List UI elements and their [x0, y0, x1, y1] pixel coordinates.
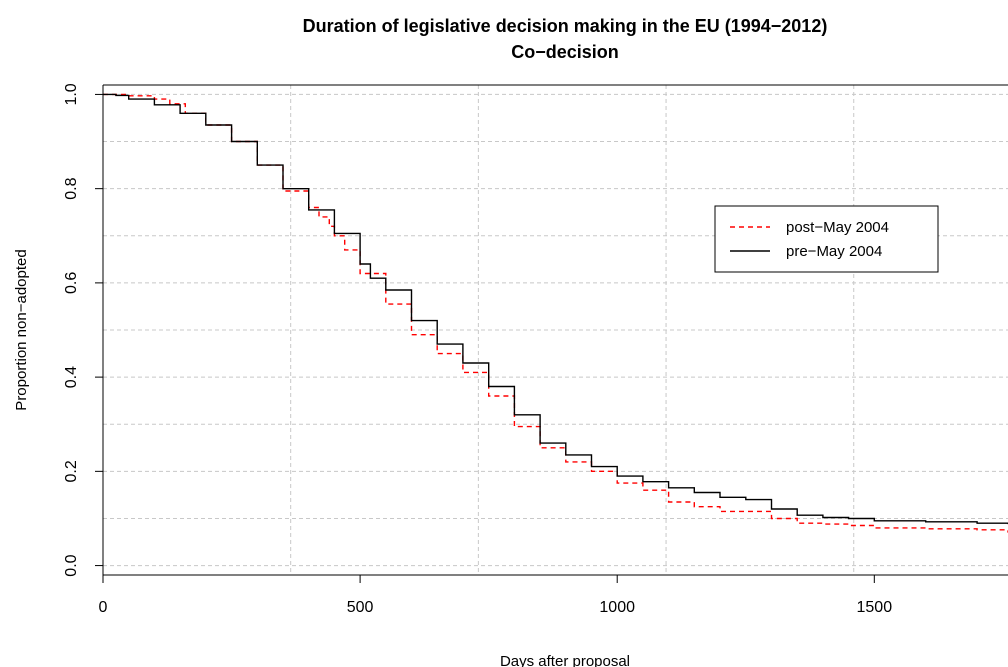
series-layer: [103, 93, 1008, 533]
x-tick-label: 500: [347, 599, 374, 616]
y-tick-label: 0.6: [63, 272, 80, 294]
legend-label-post-may-2004: post−May 2004: [786, 219, 889, 236]
x-tick-label: 1000: [599, 599, 635, 616]
y-axis-label: Proportion non−adopted: [13, 249, 30, 410]
x-axis-label: Days after proposal: [500, 653, 630, 667]
legend-box: [714, 205, 939, 273]
y-tick-label: 1.0: [63, 83, 80, 105]
series-line-pre-may-2004: [103, 93, 1008, 525]
x-tick-label: 1500: [857, 599, 893, 616]
x-ticks: 0 500 1000 1500: [99, 575, 893, 616]
x-tick-label: 0: [99, 599, 108, 616]
chart-subtitle: Co−decision: [511, 42, 619, 62]
y-ticks: 0.0 0.2 0.4 0.6 0.8 1.0: [63, 83, 103, 577]
y-tick-label: 0.2: [63, 460, 80, 482]
series-line-post-may-2004: [103, 93, 1008, 533]
y-tick-label: 0.4: [63, 366, 80, 388]
legend-label-pre-may-2004: pre−May 2004: [786, 243, 882, 260]
y-tick-label: 0.8: [63, 177, 80, 199]
legend: post−May 2004 pre−May 2004: [714, 205, 939, 273]
y-tick-label: 0.0: [63, 554, 80, 576]
grid-lines: [103, 85, 1008, 575]
chart-title: Duration of legislative decision making …: [303, 16, 828, 36]
